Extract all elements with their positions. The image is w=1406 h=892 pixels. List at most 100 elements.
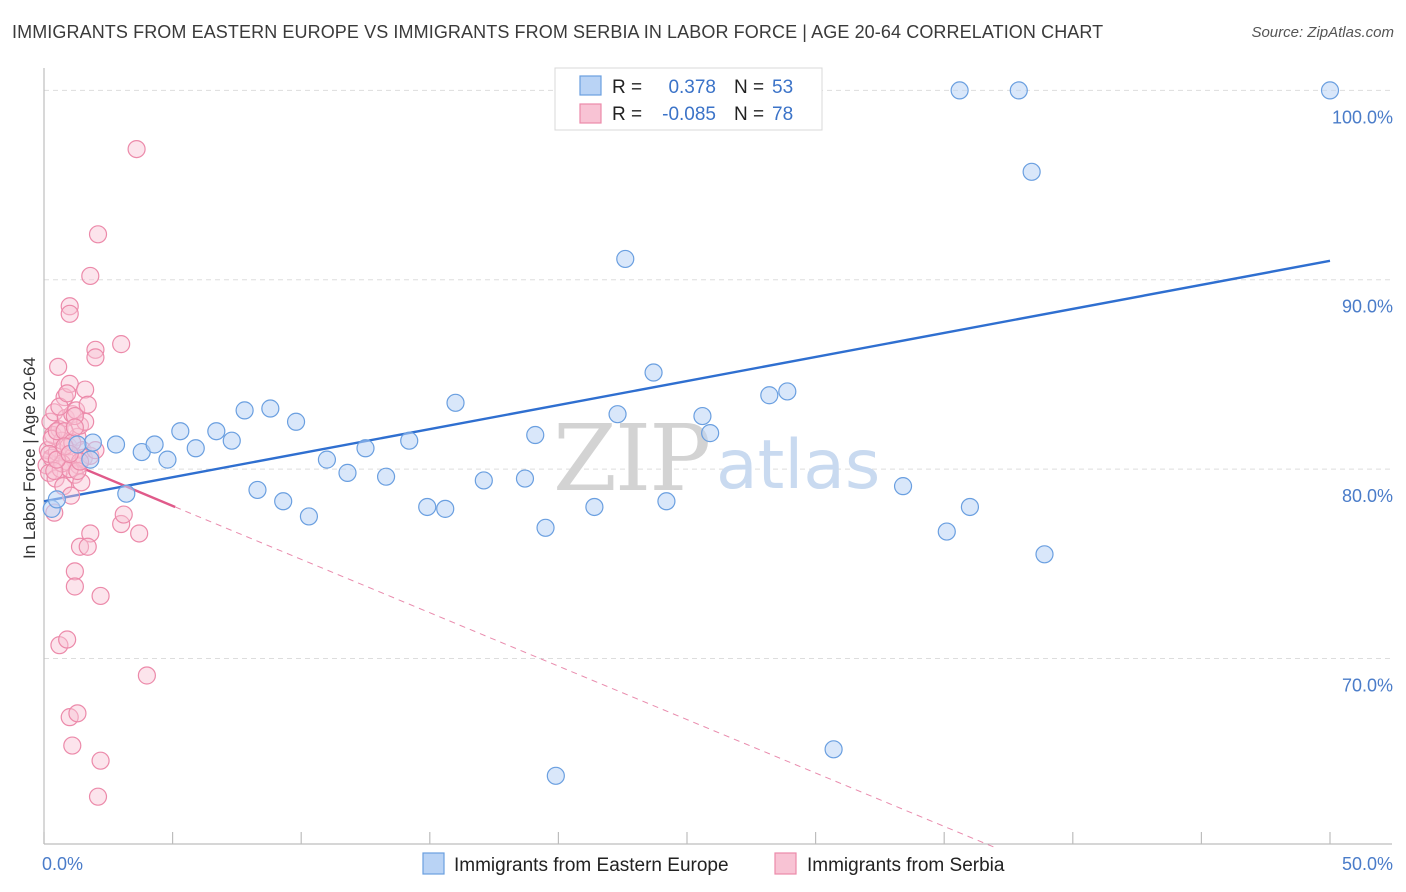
eastern-europe-point: [701, 424, 720, 443]
eastern-europe-point: [338, 463, 357, 482]
eastern-europe-point: [68, 435, 87, 454]
watermark-atlas: atlas: [716, 426, 880, 505]
bottom-legend-label-2: Immigrants from Serbia: [807, 855, 1005, 876]
eastern-europe-point: [83, 433, 102, 452]
trend-lines: [43, 259, 1331, 849]
serbia-point: [81, 266, 100, 286]
serbia-point: [58, 630, 77, 649]
serbia-point: [45, 461, 64, 481]
y-tick-label-90: 90.0%: [1342, 297, 1393, 317]
eastern-europe-point: [1320, 81, 1340, 100]
eastern-europe-point: [235, 401, 254, 420]
serbia-point: [65, 577, 84, 596]
eastern-europe-point: [376, 467, 396, 486]
eastern-europe-point: [515, 469, 535, 488]
serbia-point: [46, 469, 65, 488]
data-points: [37, 81, 1340, 806]
serbia-point: [72, 473, 91, 492]
tick-labels: 70.0% 80.0% 90.0% 100.0% 0.0% 50.0%: [42, 107, 1393, 874]
serbia-point: [68, 704, 87, 723]
eastern-europe-point: [893, 477, 913, 496]
source-label: Source: ZipAtlas.com: [1251, 24, 1394, 41]
eastern-europe-point: [950, 81, 969, 100]
eastern-europe-point: [81, 450, 100, 469]
serbia-point: [78, 395, 97, 414]
eastern-europe-point: [585, 497, 604, 517]
bottom-legend: Immigrants from Eastern Europe Immigrant…: [422, 852, 1005, 876]
eastern-europe-point: [286, 412, 306, 431]
y-axis-label: In Labor Force | Age 20-64: [20, 357, 39, 559]
eastern-europe-point: [446, 393, 465, 412]
eastern-europe-point: [171, 422, 190, 441]
legend-n-label-1: N =: [734, 77, 764, 98]
serbia-point: [60, 297, 79, 316]
serbia-point: [60, 304, 79, 323]
chart-title: IMMIGRANTS FROM EASTERN EUROPE VS IMMIGR…: [12, 22, 1104, 42]
serbia-point: [86, 340, 105, 359]
legend-r-label-2: R =: [612, 104, 642, 125]
legend-r-value-2: -0.085: [662, 104, 716, 125]
serbia-point: [63, 736, 82, 755]
eastern-europe-point: [657, 492, 676, 511]
serbia-trend-line-extended: [174, 506, 996, 849]
eastern-europe-point: [400, 431, 419, 450]
eastern-europe-point: [436, 499, 455, 518]
axes: [43, 68, 1392, 845]
eastern-europe-point: [317, 450, 337, 469]
serbia-point: [86, 348, 105, 367]
legend: R = 0.378 N = 53 R = -0.085 N = 78: [554, 67, 823, 131]
eastern-europe-point: [546, 766, 565, 785]
eastern-europe-point: [1022, 162, 1041, 181]
serbia-point: [45, 403, 64, 422]
bottom-legend-swatch-blue: [422, 852, 445, 875]
legend-r-label-1: R =: [612, 77, 642, 98]
serbia-point: [88, 225, 108, 244]
eastern-europe-point: [299, 507, 319, 526]
bottom-legend-label-1: Immigrants from Eastern Europe: [454, 855, 729, 876]
eastern-europe-point: [106, 435, 126, 454]
eastern-europe-point: [644, 363, 663, 382]
y-tick-label-100: 100.0%: [1332, 107, 1393, 127]
y-tick-label-80: 80.0%: [1342, 486, 1393, 506]
eastern-europe-point: [1035, 545, 1054, 564]
eastern-europe-point: [207, 422, 226, 441]
serbia-point: [91, 751, 110, 770]
serbia-point: [88, 787, 108, 806]
eastern-europe-point: [47, 490, 66, 509]
eastern-europe-point: [474, 471, 493, 490]
eastern-europe-point: [960, 497, 980, 517]
eastern-europe-point: [616, 249, 635, 269]
eastern-europe-point: [117, 484, 136, 503]
eastern-europe-point: [760, 386, 779, 405]
eastern-europe-point: [824, 740, 843, 759]
legend-swatch-blue: [579, 75, 602, 96]
eastern-europe-point: [693, 406, 712, 426]
bottom-legend-swatch-pink: [774, 852, 797, 875]
watermark-zip: ZIP: [553, 405, 709, 512]
serbia-point: [137, 666, 156, 685]
legend-n-label-2: N =: [734, 104, 764, 125]
eastern-europe-point: [248, 480, 267, 500]
eastern-europe-point: [608, 405, 627, 424]
eastern-europe-point: [536, 518, 555, 537]
eastern-europe-point: [261, 399, 280, 418]
serbia-point: [127, 139, 146, 159]
legend-n-value-1: 53: [772, 77, 793, 98]
eastern-europe-point: [356, 439, 375, 458]
eastern-europe-point: [778, 382, 797, 401]
serbia-point: [70, 537, 90, 556]
eastern-europe-point: [145, 435, 164, 454]
legend-n-value-2: 78: [772, 104, 793, 125]
legend-r-value-1: 0.378: [668, 77, 716, 98]
x-tick-label-min: 0.0%: [42, 854, 83, 874]
eastern-europe-point: [418, 497, 437, 517]
serbia-point: [76, 380, 95, 399]
serbia-point: [65, 562, 84, 581]
serbia-point: [58, 384, 77, 403]
eastern-europe-trend-line: [43, 259, 1331, 503]
serbia-point: [130, 524, 149, 543]
serbia-point: [78, 537, 97, 556]
eastern-europe-point: [158, 450, 177, 469]
serbia-point: [49, 357, 68, 376]
